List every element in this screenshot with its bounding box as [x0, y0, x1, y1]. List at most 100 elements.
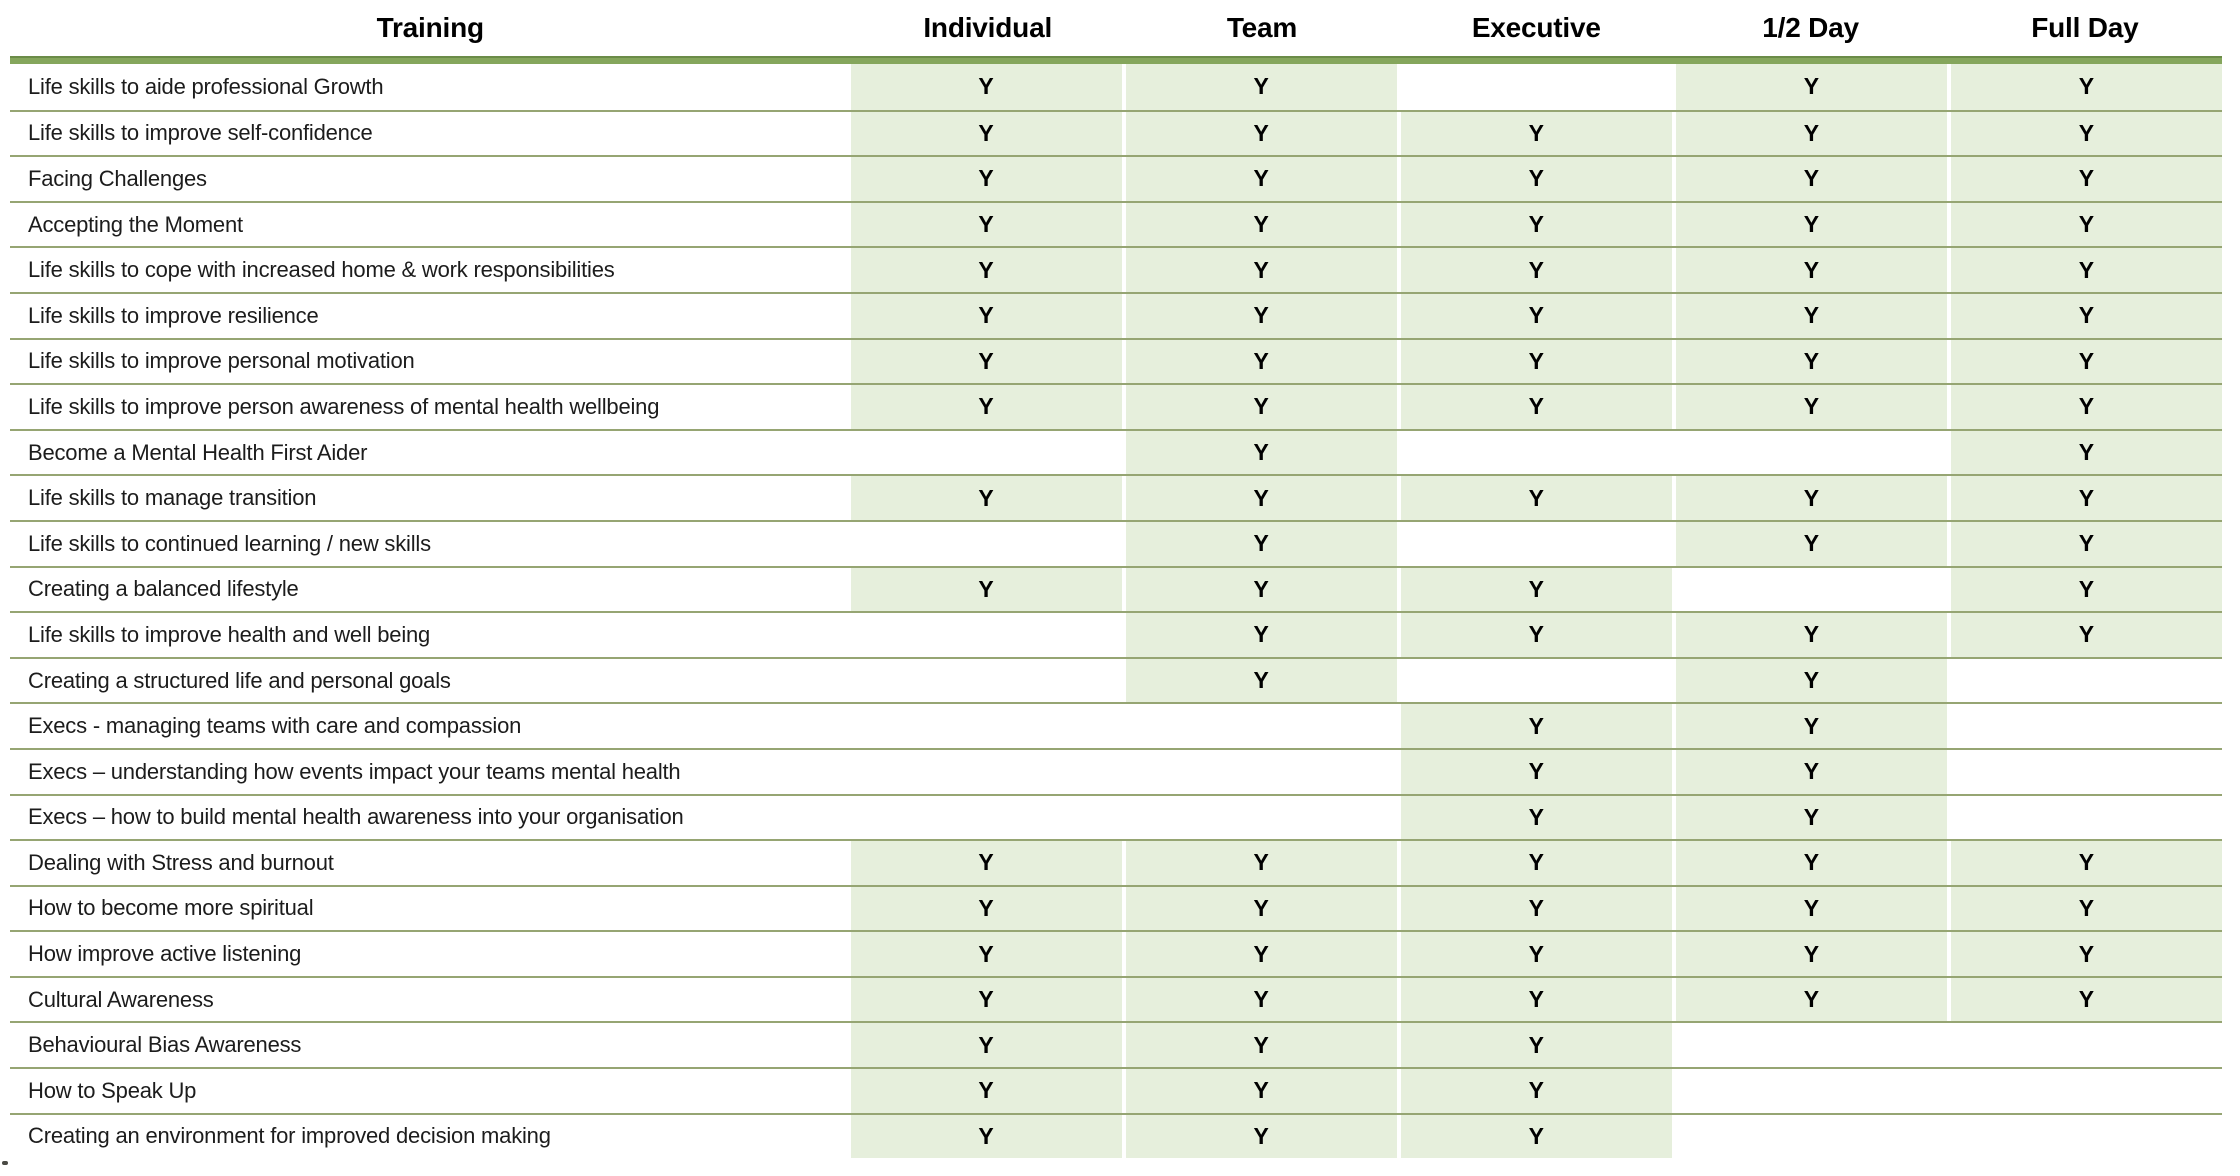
- mark-cell-full-day: Y: [1946, 886, 2223, 931]
- mark-cell-executive: Y: [1396, 841, 1672, 885]
- row-label: Life skills to improve resilience: [28, 302, 319, 328]
- table-row: Life skills to improve person awareness …: [10, 383, 2223, 429]
- mark-cell-half-day: Y: [1671, 202, 1947, 247]
- mark-cell-executive: Y: [1396, 613, 1672, 657]
- column-header-training: Training: [376, 12, 484, 43]
- mark-cell-team: Y: [1121, 430, 1397, 475]
- mark-cell-half-day: Y: [1671, 886, 1947, 931]
- mark-cell-executive: Y: [1396, 385, 1672, 429]
- bottom-left-artifact-dot: [2, 1161, 8, 1165]
- row-label: Accepting the Moment: [28, 211, 243, 237]
- row-label: Dealing with Stress and burnout: [28, 849, 334, 875]
- mark-cell-individual: Y: [850, 339, 1122, 384]
- table-row: Life skills to improve personal motivati…: [10, 337, 2223, 384]
- mark-cell-full-day: Y: [1946, 385, 2223, 429]
- mark-cell-executive: [1396, 658, 1672, 703]
- mark-cell-full-day: [1946, 658, 2223, 703]
- mark-cell-half-day: Y: [1671, 977, 1947, 1022]
- mark-cell-team: Y: [1121, 385, 1397, 429]
- mark-cell-full-day: [1946, 795, 2223, 840]
- row-label: How to become more spiritual: [28, 895, 314, 921]
- mark-cell-executive: Y: [1396, 293, 1672, 338]
- mark-cell-executive: Y: [1396, 977, 1672, 1022]
- row-label: Life skills to continued learning / new …: [28, 530, 431, 556]
- mark-cell-individual: Y: [850, 1114, 1122, 1159]
- mark-cell-executive: Y: [1396, 476, 1672, 520]
- mark-cell-executive: Y: [1396, 886, 1672, 931]
- mark-cell-half-day: [1671, 1023, 1947, 1068]
- mark-cell-individual: Y: [850, 841, 1122, 885]
- mark-cell-half-day: Y: [1671, 293, 1947, 338]
- mark-cell-half-day: [1671, 567, 1947, 612]
- mark-cell-individual: Y: [850, 111, 1122, 156]
- mark-cell-individual: Y: [850, 476, 1122, 520]
- mark-cell-team: Y: [1121, 658, 1397, 703]
- mark-cell-individual: Y: [850, 202, 1122, 247]
- mark-cell-full-day: [1946, 749, 2223, 794]
- mark-cell-executive: [1396, 430, 1672, 475]
- mark-cell-individual: [850, 613, 1122, 657]
- mark-cell-half-day: Y: [1671, 841, 1947, 885]
- mark-cell-team: Y: [1121, 567, 1397, 612]
- mark-cell-team: Y: [1121, 248, 1397, 292]
- mark-cell-executive: Y: [1396, 749, 1672, 794]
- mark-cell-team: Y: [1121, 1023, 1397, 1068]
- table-row: Facing Challenges Y Y Y Y Y: [10, 155, 2223, 201]
- mark-cell-full-day: Y: [1946, 977, 2223, 1022]
- row-label: How improve active listening: [28, 941, 302, 967]
- table-row: Accepting the Moment Y Y Y Y Y: [10, 200, 2223, 247]
- mark-cell-individual: Y: [850, 1069, 1122, 1113]
- mark-cell-team: Y: [1121, 613, 1397, 657]
- table-row: Life skills to continued learning / new …: [10, 519, 2223, 566]
- mark-cell-executive: [1396, 521, 1672, 566]
- mark-cell-team: [1121, 749, 1397, 794]
- table-row: How to Speak Up Y Y Y: [10, 1067, 2223, 1113]
- mark-cell-team: Y: [1121, 886, 1397, 931]
- row-label: Life skills to improve self-confidence: [28, 120, 373, 146]
- mark-cell-team: Y: [1121, 1069, 1397, 1113]
- mark-cell-individual: [850, 795, 1122, 840]
- table-row: How to become more spiritual Y Y Y Y Y: [10, 884, 2223, 931]
- table-row: Behavioural Bias Awareness Y Y Y: [10, 1021, 2223, 1068]
- mark-cell-team: Y: [1121, 202, 1397, 247]
- mark-cell-individual: Y: [850, 293, 1122, 338]
- row-label: Creating an environment for improved dec…: [28, 1123, 551, 1149]
- mark-cell-individual: Y: [850, 567, 1122, 612]
- mark-cell-full-day: Y: [1946, 841, 2223, 885]
- mark-cell-team: Y: [1121, 977, 1397, 1022]
- row-label: Execs – understanding how events impact …: [28, 758, 681, 784]
- row-label: Life skills to aide professional Growth: [28, 73, 384, 99]
- mark-cell-team: Y: [1121, 521, 1397, 566]
- mark-cell-individual: [850, 704, 1122, 748]
- row-label: Facing Challenges: [28, 165, 207, 191]
- table-row: Life skills to manage transition Y Y Y Y Y: [10, 474, 2223, 520]
- mark-cell-half-day: Y: [1671, 339, 1947, 384]
- header-divider-bar: [10, 56, 2222, 64]
- mark-cell-team: Y: [1121, 841, 1397, 885]
- mark-cell-executive: Y: [1396, 1023, 1672, 1068]
- row-label: Life skills to improve health and well b…: [28, 621, 431, 647]
- mark-cell-executive: Y: [1396, 795, 1672, 840]
- table-row: Dealing with Stress and burnout Y Y Y Y Y: [10, 839, 2223, 885]
- mark-cell-executive: Y: [1396, 1114, 1672, 1159]
- mark-cell-executive: Y: [1396, 111, 1672, 156]
- mark-cell-executive: [1396, 64, 1672, 110]
- column-header-executive: Executive: [1471, 12, 1601, 43]
- mark-cell-full-day: Y: [1946, 613, 2223, 657]
- column-header-team: Team: [1226, 12, 1298, 43]
- table-row: Life skills to improve health and well b…: [10, 611, 2223, 657]
- mark-cell-half-day: Y: [1671, 111, 1947, 156]
- mark-cell-half-day: Y: [1671, 476, 1947, 520]
- mark-cell-half-day: Y: [1671, 749, 1947, 794]
- mark-cell-full-day: Y: [1946, 932, 2223, 976]
- mark-cell-half-day: Y: [1671, 157, 1947, 201]
- column-header-half-day: 1/2 Day: [1762, 12, 1859, 43]
- mark-cell-team: Y: [1121, 932, 1397, 976]
- table-row: Life skills to cope with increased home …: [10, 246, 2223, 292]
- row-label: Life skills to cope with increased home …: [28, 257, 615, 283]
- mark-cell-individual: Y: [850, 886, 1122, 931]
- mark-cell-executive: Y: [1396, 704, 1672, 748]
- table-row: Life skills to improve resilience Y Y Y Y Y: [10, 291, 2223, 338]
- mark-cell-team: Y: [1121, 1114, 1397, 1159]
- mark-cell-individual: Y: [850, 932, 1122, 976]
